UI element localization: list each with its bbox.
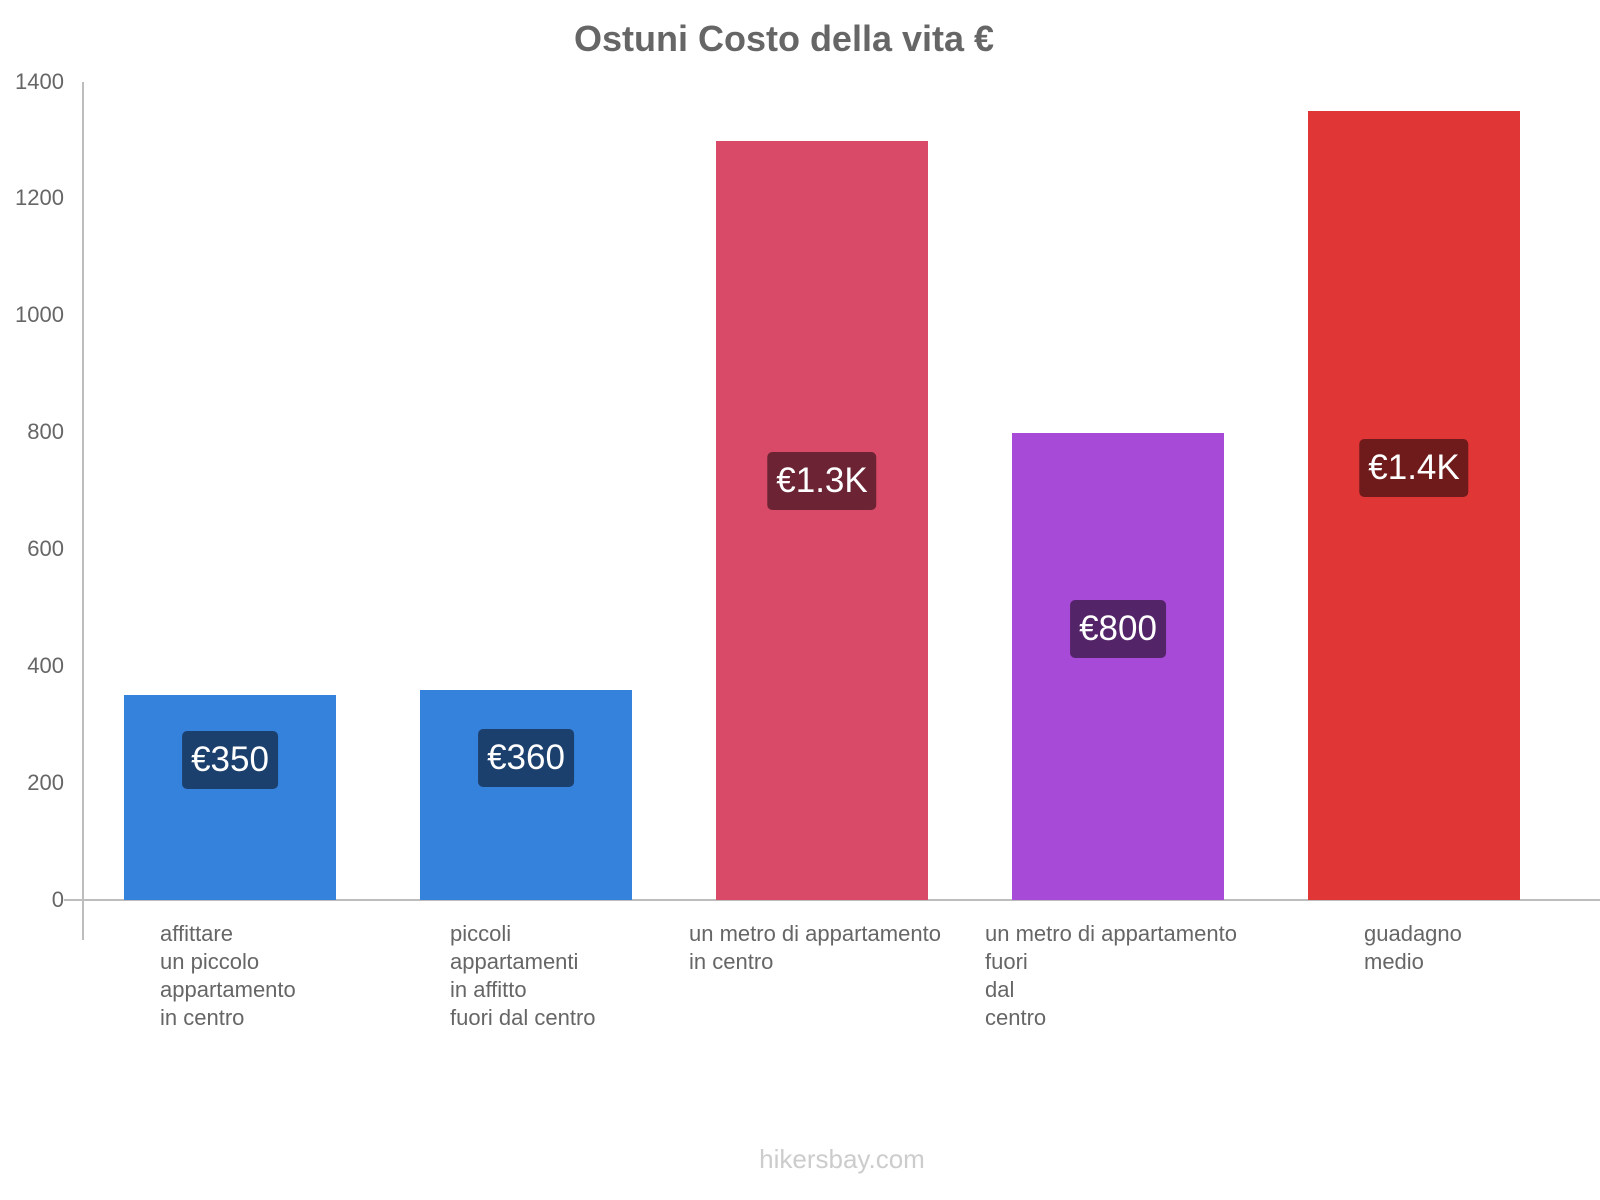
x-category-label: affittare un piccolo appartamento in cen… (160, 921, 296, 1030)
y-tick-label: 1200 (15, 185, 64, 210)
y-tick-label: 400 (27, 653, 64, 678)
watermark: hikersbay.com (759, 1144, 925, 1174)
bar-value-label: €1.4K (1359, 439, 1469, 497)
bar-value-label: €350 (182, 731, 278, 789)
bar-sqm-apartment-center: €1.3K (716, 141, 928, 900)
y-tick-label: 600 (27, 536, 64, 561)
chart-title: Ostuni Costo della vita € (573, 18, 995, 59)
x-category-label: piccoli appartamenti in affitto fuori da… (450, 921, 596, 1030)
y-tick-label: 1000 (15, 302, 64, 327)
bar-small-apartments-outside-center: €360 (420, 690, 632, 900)
bar-value-label: €800 (1070, 600, 1166, 658)
x-category-label: guadagno medio (1364, 921, 1462, 974)
y-axis-line (82, 82, 84, 940)
y-tick-label: 200 (27, 770, 64, 795)
bar-value-label: €360 (478, 729, 574, 787)
bar-rent-small-apartment-center: €350 (124, 695, 336, 900)
y-tick-label: 800 (27, 419, 64, 444)
x-axis-line (64, 899, 1600, 901)
x-category-label: un metro di appartamento fuori dal centr… (985, 921, 1237, 1030)
bar-average-salary: €1.4K (1308, 111, 1520, 900)
bar-sqm-apartment-outside-center: €800 (1012, 433, 1224, 900)
x-category-label: un metro di appartamento in centro (689, 921, 941, 974)
y-tick-mark (64, 899, 82, 901)
y-tick-label: 1400 (15, 69, 64, 94)
bar-value-label: €1.3K (767, 452, 877, 510)
y-tick-label: 0 (51, 887, 64, 912)
